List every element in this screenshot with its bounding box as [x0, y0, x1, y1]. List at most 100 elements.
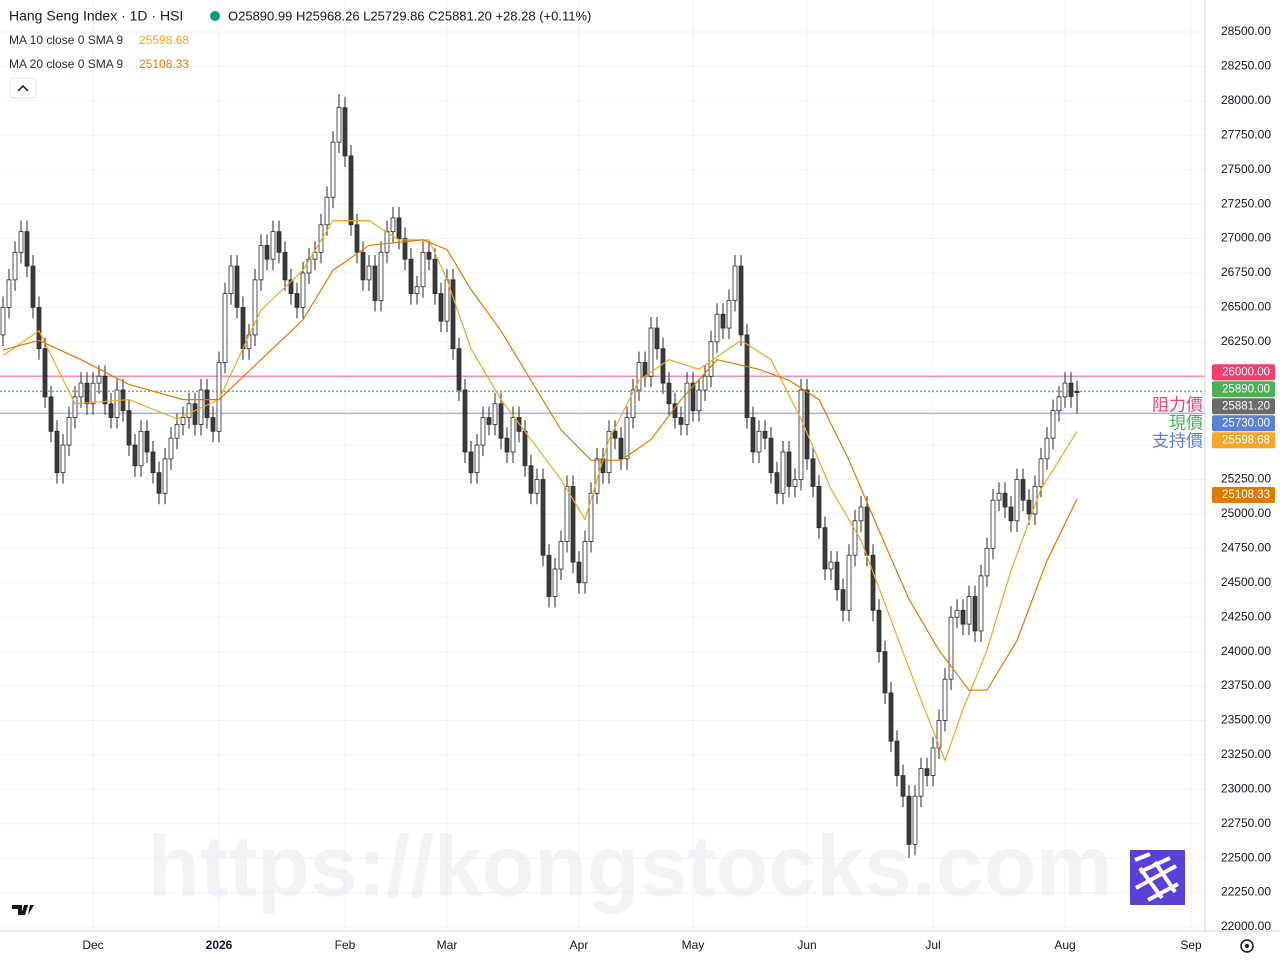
candle-body: [474, 444, 480, 474]
legend-value: 25598.68: [139, 33, 189, 47]
price-label: 26000.00: [1222, 366, 1270, 378]
gear: [1240, 939, 1254, 953]
candle-body: [594, 458, 600, 494]
candle-body: [12, 251, 18, 281]
level-label: 現價: [1169, 414, 1203, 433]
candle-body: [576, 561, 582, 584]
candle-body: [84, 382, 90, 405]
price-label: 25890.00: [1222, 383, 1270, 395]
candle-body: [1062, 382, 1068, 398]
y-tick-label: 22500.00: [1221, 850, 1271, 864]
candle-body: [192, 403, 198, 425]
y-tick-label: 27250.00: [1221, 196, 1271, 210]
collapse-button[interactable]: [9, 77, 37, 99]
candle-body: [588, 492, 594, 542]
candle-body: [330, 141, 336, 198]
candle-body: [786, 451, 792, 487]
y-tick-label: 28500.00: [1221, 24, 1271, 38]
candle-body: [450, 279, 456, 350]
candle-body: [114, 389, 120, 418]
price-label-box: [1212, 381, 1275, 398]
candle-body: [546, 554, 552, 597]
candle-body: [432, 258, 438, 295]
candle-body: [612, 430, 618, 439]
candle-body: [816, 485, 822, 529]
candle-body: [756, 430, 762, 453]
candle-body: [642, 362, 648, 377]
candle-body: [1020, 479, 1026, 501]
candle-body: [876, 609, 882, 653]
candle-body: [0, 306, 6, 336]
candle-body: [540, 479, 546, 556]
candle-body: [168, 437, 174, 460]
candle-body: [282, 251, 288, 281]
candle-body: [72, 396, 78, 418]
candle-body: [822, 527, 828, 570]
candle-body: [924, 768, 930, 776]
x-tick-label: Sep: [1180, 938, 1202, 952]
candle-body: [30, 265, 36, 308]
candle-body: [792, 479, 798, 487]
y-tick-label: 24250.00: [1221, 609, 1271, 623]
candle-body: [486, 417, 492, 425]
candle-body: [1014, 479, 1020, 522]
candle-body: [534, 479, 540, 494]
candle-body: [1074, 390, 1080, 393]
settings-icon[interactable]: [1240, 939, 1254, 953]
candle-body: [126, 410, 132, 446]
candle-body: [414, 286, 420, 295]
x-tick-label: May: [682, 938, 705, 952]
x-tick-label: Aug: [1054, 938, 1075, 952]
x-tick-label: Mar: [437, 938, 458, 952]
candle-body: [444, 279, 450, 322]
candle-body: [1050, 410, 1056, 439]
candle-body: [366, 265, 372, 281]
candle-body: [78, 382, 84, 398]
x-tick-label: Apr: [570, 938, 589, 952]
candle-body: [552, 568, 558, 597]
price-label-box: [1212, 432, 1275, 449]
candle-body: [324, 196, 330, 226]
candle-body: [462, 389, 468, 453]
tradingview-logo[interactable]: [12, 905, 34, 915]
moving-average-line: [2, 239, 1078, 691]
logo-mark: [12, 905, 34, 915]
legend-name: MA 10 close 0 SMA 9: [9, 33, 123, 47]
candle-body: [174, 424, 180, 439]
price-label-box: [1212, 364, 1275, 381]
candle-body: [408, 258, 414, 295]
y-tick-label: 22250.00: [1221, 885, 1271, 899]
y-tick-label: 25250.00: [1221, 472, 1271, 486]
candle-body: [768, 437, 774, 474]
candle-body: [720, 313, 726, 329]
candle-body: [1008, 506, 1014, 522]
candle-body: [354, 224, 360, 253]
chart-title: Hang Seng Index · 1D · HSI: [9, 8, 183, 24]
candle-body: [558, 541, 564, 570]
candle-body: [102, 375, 108, 405]
price-label-box: [1212, 487, 1275, 504]
candle-body: [828, 561, 834, 570]
y-tick-label: 26500.00: [1221, 300, 1271, 314]
candle-body: [732, 265, 738, 301]
candle-body: [90, 382, 96, 405]
candle-body: [390, 217, 396, 233]
candle-body: [750, 417, 756, 453]
candle-body: [894, 740, 900, 776]
candle-body: [726, 300, 732, 329]
candle-body: [636, 362, 642, 391]
y-tick-label: 23500.00: [1221, 713, 1271, 727]
candle-body: [648, 327, 654, 377]
candle-body: [258, 245, 264, 281]
candle-body: [438, 293, 444, 322]
candle-body: [216, 362, 222, 432]
candle-body: [654, 327, 660, 350]
candle-body: [684, 382, 690, 425]
candle-body: [348, 155, 354, 226]
price-label: 25108.33: [1222, 489, 1270, 501]
price-label-box: [1212, 415, 1275, 432]
candle-body: [276, 231, 282, 253]
